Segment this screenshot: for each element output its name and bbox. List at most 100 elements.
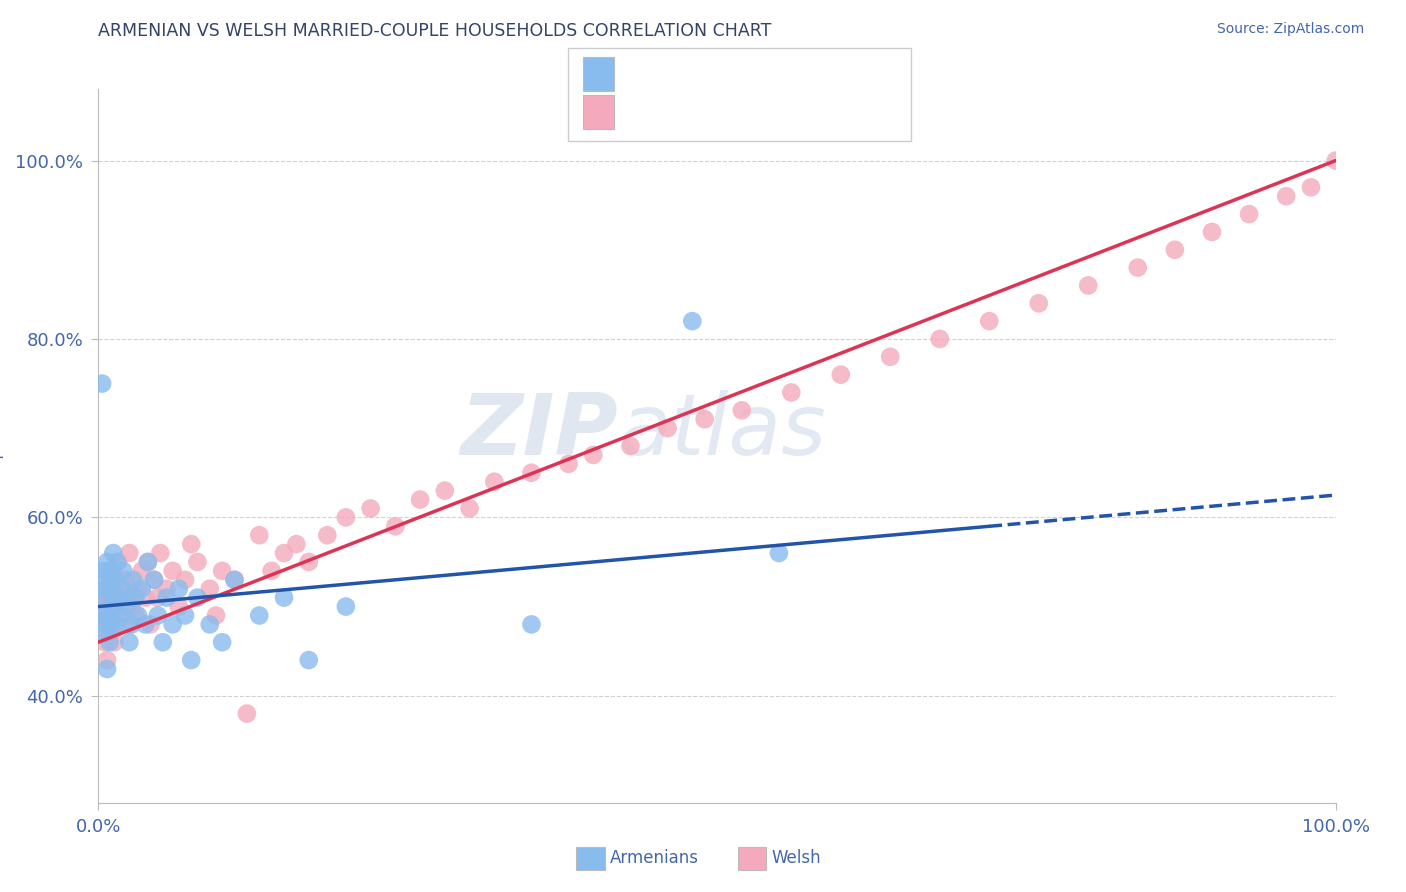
Point (149, 546, 172, 560)
Point (111, 582, 134, 596)
Point (98, 635, 121, 649)
Point (103, 599, 125, 614)
Point (557, 457, 579, 471)
Point (110, 591, 132, 605)
Point (1299, 180, 1322, 194)
Point (93, 564, 115, 578)
Point (101, 564, 124, 578)
Point (114, 573, 136, 587)
Point (582, 448, 605, 462)
Point (93, 635, 115, 649)
Point (224, 573, 246, 587)
Point (105, 555, 128, 569)
Point (1077, 278, 1099, 293)
Point (830, 368, 852, 382)
Point (1275, 189, 1298, 203)
Point (174, 573, 197, 587)
Point (768, 546, 790, 560)
Point (162, 617, 184, 632)
Point (198, 582, 221, 596)
Point (205, 608, 228, 623)
Point (1164, 243, 1187, 257)
Point (94, 626, 117, 640)
Point (979, 314, 1001, 328)
Point (155, 582, 177, 596)
Point (97, 591, 120, 605)
Point (136, 555, 159, 569)
Point (335, 510, 357, 524)
Point (127, 608, 149, 623)
Point (146, 591, 169, 605)
Point (236, 706, 259, 721)
Point (681, 314, 703, 328)
Point (928, 332, 950, 346)
Point (105, 617, 128, 632)
Point (143, 573, 166, 587)
Point (100, 617, 122, 632)
Point (167, 582, 190, 596)
Point (107, 591, 129, 605)
Point (384, 519, 406, 533)
Point (131, 582, 153, 596)
Text: atlas: atlas (619, 390, 827, 474)
Point (103, 591, 125, 605)
Point (97, 564, 120, 578)
Point (98, 608, 121, 623)
Point (90, 608, 112, 623)
Point (247, 528, 270, 542)
Point (100, 573, 122, 587)
Point (124, 608, 146, 623)
Point (260, 564, 283, 578)
Point (96, 662, 118, 676)
Point (186, 591, 208, 605)
Point (139, 617, 162, 632)
Point (186, 555, 208, 569)
Point (520, 466, 543, 480)
Point (98, 582, 121, 596)
Text: Source: ZipAtlas.com: Source: ZipAtlas.com (1216, 22, 1364, 37)
Point (91, 376, 114, 391)
Point (273, 546, 295, 560)
Text: Armenians: Armenians (610, 849, 699, 867)
Point (94, 617, 117, 632)
Point (112, 582, 135, 596)
Point (90, 573, 112, 587)
Point (111, 608, 134, 623)
Point (136, 555, 159, 569)
Text: R = 0.070  N = 55: R = 0.070 N = 55 (628, 64, 807, 84)
Point (117, 617, 139, 632)
Point (433, 483, 456, 498)
Point (1028, 296, 1050, 310)
Point (134, 617, 156, 632)
Point (107, 555, 129, 569)
Point (143, 573, 166, 587)
Point (134, 591, 156, 605)
Y-axis label: Married-couple Households: Married-couple Households (0, 342, 4, 550)
Point (298, 555, 321, 569)
Point (122, 573, 145, 587)
Text: ARMENIAN VS WELSH MARRIED-COUPLE HOUSEHOLDS CORRELATION CHART: ARMENIAN VS WELSH MARRIED-COUPLE HOUSEHO… (98, 22, 772, 40)
Point (94, 591, 117, 605)
Point (155, 591, 177, 605)
Point (131, 564, 153, 578)
Point (112, 564, 135, 578)
Point (298, 653, 321, 667)
Point (118, 546, 141, 560)
Point (100, 573, 122, 587)
Point (93, 599, 115, 614)
Point (103, 635, 125, 649)
Point (114, 599, 136, 614)
Point (115, 591, 138, 605)
Point (118, 635, 141, 649)
Text: ZIP: ZIP (460, 390, 619, 474)
Point (409, 492, 432, 507)
Point (105, 617, 128, 632)
Point (93, 582, 115, 596)
Point (110, 608, 132, 623)
Point (780, 385, 803, 400)
Point (124, 591, 146, 605)
Point (879, 350, 901, 364)
Point (484, 475, 506, 489)
Point (1324, 153, 1347, 168)
Point (94, 582, 117, 596)
